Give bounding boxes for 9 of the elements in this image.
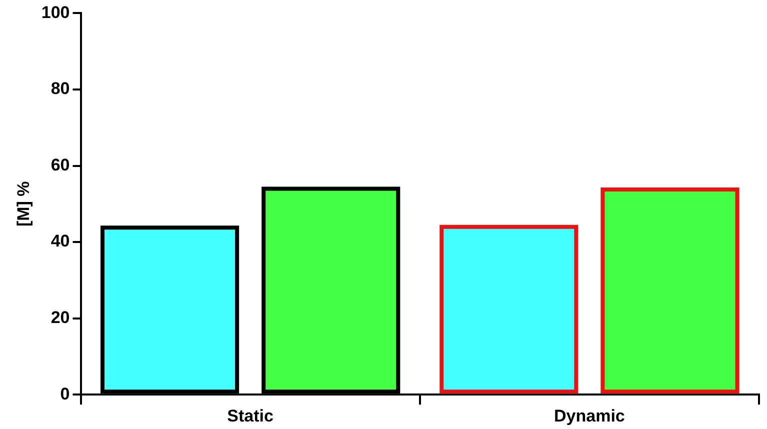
y-tick-label: 60 (50, 155, 70, 174)
y-tick-label: 0 (60, 384, 70, 404)
y-tick-label: 80 (50, 79, 70, 98)
x-tick-label: Dynamic (554, 406, 625, 426)
y-tick-label: 100 (41, 2, 70, 22)
y-axis-title: [M] % (14, 181, 33, 227)
y-tick-label: 40 (50, 232, 70, 251)
x-tick-label: Static (227, 406, 274, 426)
y-tick-label: 20 (50, 308, 70, 328)
